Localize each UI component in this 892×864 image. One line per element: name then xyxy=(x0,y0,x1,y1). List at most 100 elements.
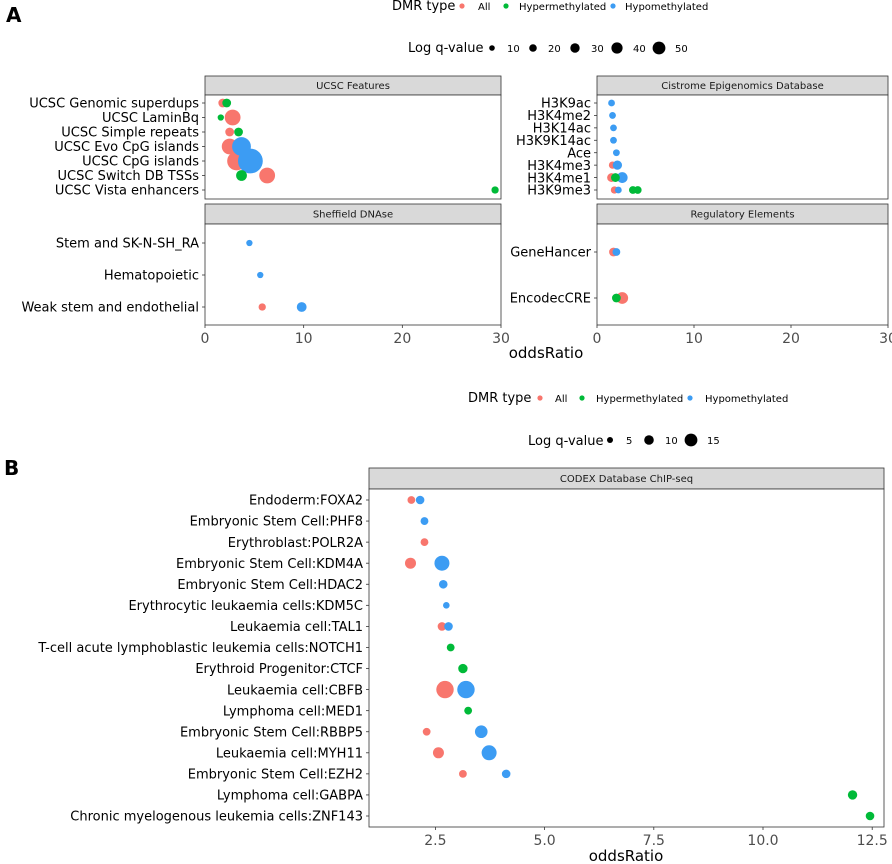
facet-title: Sheffield DNAse xyxy=(313,210,393,221)
point-hypermethylated-ucsc-vista-enhancers xyxy=(491,186,499,194)
y-tick-label: Ace xyxy=(567,146,591,161)
point-hypomethylated-h3k4me3 xyxy=(612,160,623,170)
y-tick-label: UCSC Evo CpG islands xyxy=(54,140,199,155)
legend-b-size-key-5 xyxy=(607,437,613,443)
point-hypomethylated-stem-and-sk-n-sh-ra xyxy=(246,239,253,247)
point-all-embryonic-stem-cell-rbbp5 xyxy=(422,727,431,736)
legend-panel-a: DMR type All Hypermethylated Hypomethyla… xyxy=(392,0,708,56)
point-all-embryonic-stem-cell-kdm4a xyxy=(404,557,416,569)
point-hypermethylated-h3k9me3 xyxy=(633,186,642,194)
point-hypomethylated-leukaemia-cell-myh11 xyxy=(481,745,497,761)
point-hypomethylated-embryonic-stem-cell-rbbp5 xyxy=(474,725,488,739)
y-tick-label: UCSC LaminBq xyxy=(102,111,199,126)
point-hypomethylated-leukaemia-cell-cbfb xyxy=(457,680,475,699)
x-tick-label: 10 xyxy=(685,331,703,347)
y-tick-label: Hematopoietic xyxy=(104,269,199,284)
x-tick-label: 20 xyxy=(393,331,411,347)
point-hypomethylated-weak-stem-and-endothelial xyxy=(296,302,307,312)
plot-area xyxy=(596,94,889,200)
legend-b-dmr-label-hypo: Hypomethylated xyxy=(705,394,788,405)
point-all-ucsc-simple-repeats xyxy=(225,127,235,137)
legend-a-size-key-20 xyxy=(529,44,537,52)
legend-b-dmr-label-hyper: Hypermethylated xyxy=(596,394,683,405)
legend-b-size-key-15 xyxy=(684,433,698,447)
point-hypomethylated-hematopoietic xyxy=(257,271,264,279)
plot-area xyxy=(368,488,885,828)
legend-b-dmr-key-hyper xyxy=(579,395,585,401)
x-axis-title: oddsRatio xyxy=(589,847,664,864)
legend-a-dmr-label-hypo: Hypomethylated xyxy=(625,2,708,13)
legend-b-size-label-10: 10 xyxy=(665,436,678,447)
facet-title: UCSC Features xyxy=(316,81,390,92)
legend-a-size-label-40: 40 xyxy=(633,44,646,55)
point-hypomethylated-ucsc-cpg-islands xyxy=(237,148,263,174)
y-tick-label: H3K9ac xyxy=(541,97,591,112)
y-tick-label: T-cell acute lymphoblastic leukemia cell… xyxy=(37,641,363,656)
point-hypomethylated-embryonic-stem-cell-kdm4a xyxy=(434,555,450,571)
y-tick-label: UCSC Vista enhancers xyxy=(55,184,199,199)
x-tick-label: 12.5 xyxy=(857,833,888,849)
point-hypermethylated-lymphoma-cell-med1 xyxy=(464,706,473,715)
y-tick-label: Leukaemia cell:MYH11 xyxy=(216,746,363,761)
legend-a-size-label-50: 50 xyxy=(675,44,688,55)
point-hypomethylated-h3k4me1 xyxy=(616,172,628,183)
plot-area xyxy=(204,223,502,326)
y-tick-label: Lymphoma cell:GABPA xyxy=(217,789,363,804)
legend-a-size-key-40 xyxy=(611,42,623,54)
point-hypomethylated-leukaemia-cell-tal1 xyxy=(444,622,453,631)
y-tick-label: UCSC Simple repeats xyxy=(61,126,199,141)
point-hypermethylated-encodeccre xyxy=(612,293,621,303)
x-tick-label: 20 xyxy=(782,331,800,347)
legend-a-size-title: Log q-value xyxy=(408,41,483,56)
y-tick-label: Stem and SK-N-SH_RA xyxy=(56,237,199,252)
legend-b-size-label-5: 5 xyxy=(626,436,632,447)
y-tick-label: Embryonic Stem Cell:EZH2 xyxy=(188,768,363,783)
point-hypermethylated-erythroid-progenitor-ctcf xyxy=(458,663,468,674)
legend-b-size-key-10 xyxy=(644,435,654,445)
point-hypomethylated-h3k9ac xyxy=(608,99,615,107)
y-tick-label: Erythrocytic leukaemia cells:KDM5C xyxy=(128,599,363,614)
plot-area xyxy=(596,223,889,326)
legend-a-dmr-key-all xyxy=(459,3,465,9)
y-tick-label: UCSC Switch DB TSSs xyxy=(58,169,200,184)
point-hypomethylated-embryonic-stem-cell-hdac2 xyxy=(438,579,448,589)
point-all-leukaemia-cell-tal1 xyxy=(437,622,447,631)
point-hypomethylated-ace xyxy=(613,149,620,157)
point-hypomethylated-embryonic-stem-cell-ezh2 xyxy=(501,769,511,779)
point-all-ucsc-switch-db-tsss xyxy=(259,167,276,184)
y-tick-label: Erythroid Progenitor:CTCF xyxy=(195,662,363,677)
legend-a-size-label-20: 20 xyxy=(548,44,561,55)
y-tick-label: EncodecCRE xyxy=(510,292,591,307)
point-hypermethylated-ucsc-switch-db-tsss xyxy=(236,170,247,181)
x-tick-label: 10.0 xyxy=(747,833,778,849)
x-tick-label: 2.5 xyxy=(424,833,446,849)
panel-cistrome-epigenomics-database: Cistrome Epigenomics DatabaseH3K9acH3K4m… xyxy=(516,75,889,200)
point-hypomethylated-erythrocytic-leukaemia-cells-kdm5c xyxy=(443,602,450,609)
y-tick-label: H3K9me3 xyxy=(527,184,591,199)
x-tick-label: 30 xyxy=(492,331,510,347)
y-tick-label: UCSC CpG islands xyxy=(82,155,199,170)
point-hypomethylated-h3k9me3 xyxy=(614,186,622,194)
legend-a-size-key-30 xyxy=(570,43,580,53)
x-tick-label: 7.5 xyxy=(643,833,665,849)
point-all-embryonic-stem-cell-ezh2 xyxy=(459,769,467,778)
y-tick-label: Embryonic Stem Cell:HDAC2 xyxy=(177,578,363,593)
point-hypomethylated-embryonic-stem-cell-phf8 xyxy=(420,517,429,525)
y-tick-label: H3K4me2 xyxy=(527,109,591,124)
panel-regulatory-elements: Regulatory Elements GeneHancer EncodecCRE 0… xyxy=(510,203,892,347)
legend-panel-b: DMR type All Hypermethylated Hypomethyla… xyxy=(468,391,788,449)
point-hypermethylated-t-cell-acute-lymphoblastic-leukemia-cells-notch1 xyxy=(446,643,455,652)
y-tick-label: Embryonic Stem Cell:KDM4A xyxy=(176,557,363,572)
legend-a-dmr-label-all: All xyxy=(478,2,490,13)
legend-b-dmr-key-hypo xyxy=(687,395,693,401)
point-hypomethylated-h3k4me2 xyxy=(609,112,616,119)
legend-b-dmr-title: DMR type xyxy=(468,391,531,406)
y-tick-label: H3K14ac xyxy=(533,122,591,137)
legend-a-dmr-title: DMR type xyxy=(392,0,455,14)
point-all-ucsc-laminbq xyxy=(224,109,241,126)
y-tick-label: Embryonic Stem Cell:RBBP5 xyxy=(180,725,363,740)
legend-a-size-key-10 xyxy=(489,45,495,51)
